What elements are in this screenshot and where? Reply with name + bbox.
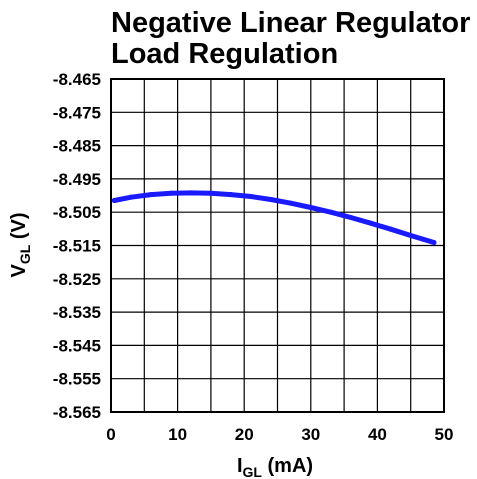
y-axis-ticks: -8.465 -8.475 -8.485 -8.495 -8.505 -8.515 -8.5… xyxy=(53,70,101,422)
grid xyxy=(111,78,444,413)
data-point xyxy=(288,200,294,206)
y-tick-label: -8.515 xyxy=(53,237,101,256)
x-axis-label-unit: (mA) xyxy=(262,455,313,477)
data-point xyxy=(208,190,214,196)
series-layer xyxy=(111,190,437,246)
x-axis-label: IGL (mA) xyxy=(237,455,313,479)
y-tick-label: -8.545 xyxy=(53,336,101,355)
y-tick-label: -8.475 xyxy=(53,103,101,122)
y-axis-label: VGL (V) xyxy=(8,212,33,277)
y-tick-label: -8.465 xyxy=(53,70,101,89)
data-point xyxy=(111,198,117,204)
y-axis-label-main: V xyxy=(8,264,30,278)
x-tick-label: 20 xyxy=(235,425,254,444)
y-tick-label: -8.555 xyxy=(53,370,101,389)
y-axis-label-unit: (V) xyxy=(8,212,30,244)
x-axis-ticks: 0 10 20 30 40 50 xyxy=(106,425,453,444)
data-point xyxy=(408,233,414,239)
data-point xyxy=(308,205,314,211)
data-point xyxy=(148,192,154,198)
data-point xyxy=(128,194,134,200)
data-point xyxy=(268,197,274,203)
data-point xyxy=(431,240,437,246)
x-tick-label: 10 xyxy=(168,425,187,444)
y-tick-label: -8.495 xyxy=(53,170,101,189)
data-point xyxy=(388,226,394,232)
data-point xyxy=(168,190,174,196)
x-tick-label: 30 xyxy=(301,425,320,444)
data-point xyxy=(368,220,374,226)
chart-title-line-1: Negative Linear Regulator xyxy=(111,7,470,39)
chart-title-line-2: Load Regulation xyxy=(111,38,338,70)
y-tick-label: -8.565 xyxy=(53,403,101,422)
plot-frame xyxy=(110,78,445,413)
x-tick-label: 0 xyxy=(106,425,115,444)
data-point xyxy=(228,192,234,198)
y-tick-label: -8.485 xyxy=(53,137,101,156)
y-tick-label: -8.525 xyxy=(53,270,101,289)
x-axis-label-main: I xyxy=(237,455,243,477)
y-tick-label: -8.535 xyxy=(53,303,101,322)
data-point xyxy=(188,190,194,196)
x-tick-label: 40 xyxy=(368,425,387,444)
data-point xyxy=(328,209,334,215)
y-axis-label-sub: GL xyxy=(17,244,33,264)
x-tick-label: 50 xyxy=(435,425,454,444)
y-tick-label: -8.505 xyxy=(53,203,101,222)
series-line-0 xyxy=(111,190,437,245)
data-point xyxy=(348,215,354,221)
data-point xyxy=(248,194,254,200)
x-axis-label-sub: GL xyxy=(243,464,263,479)
